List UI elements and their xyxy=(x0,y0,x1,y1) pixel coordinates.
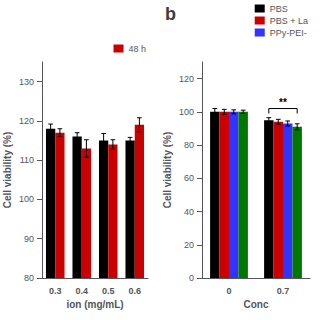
svg-text:48 h: 48 h xyxy=(128,44,146,54)
svg-text:80: 80 xyxy=(184,140,194,150)
svg-text:0: 0 xyxy=(226,286,231,296)
svg-text:Cell viability (%): Cell viability (%) xyxy=(2,132,13,209)
svg-text:Conc: Conc xyxy=(244,299,269,310)
svg-text:**: ** xyxy=(279,97,287,108)
svg-text:90: 90 xyxy=(24,234,34,244)
svg-text:0.3: 0.3 xyxy=(49,286,62,296)
svg-text:100: 100 xyxy=(179,107,194,117)
svg-text:40: 40 xyxy=(184,207,194,217)
svg-text:110: 110 xyxy=(20,155,34,165)
svg-text:0: 0 xyxy=(189,273,194,283)
svg-text:0.7: 0.7 xyxy=(277,286,290,296)
svg-text:130: 130 xyxy=(19,77,34,87)
svg-text:120: 120 xyxy=(179,74,194,84)
svg-text:80: 80 xyxy=(24,273,34,283)
svg-text:PBS + La: PBS + La xyxy=(270,16,308,26)
svg-text:20: 20 xyxy=(184,240,194,250)
svg-text:ion (mg/mL): ion (mg/mL) xyxy=(66,299,123,310)
svg-text:Cell viability (%): Cell viability (%) xyxy=(162,132,173,209)
svg-text:b: b xyxy=(165,4,176,24)
svg-text:100: 100 xyxy=(19,194,34,204)
svg-text:120: 120 xyxy=(19,116,34,126)
svg-text:PPy-PEI-: PPy-PEI- xyxy=(270,28,307,38)
svg-text:0.4: 0.4 xyxy=(75,286,88,296)
svg-text:PBS: PBS xyxy=(270,4,288,14)
svg-text:0.5: 0.5 xyxy=(102,286,115,296)
svg-text:0.6: 0.6 xyxy=(128,286,141,296)
svg-text:60: 60 xyxy=(184,173,194,183)
